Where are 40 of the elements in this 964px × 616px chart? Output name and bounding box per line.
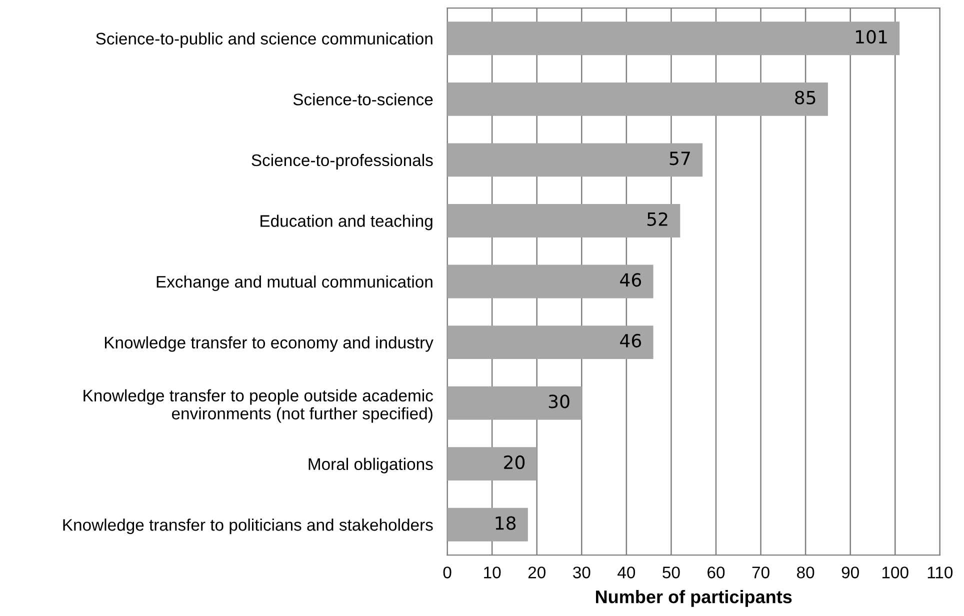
x-tick-label: 40	[618, 566, 636, 578]
y-tick-label: Knowledge transfer to politicians and stakeholders	[63, 518, 433, 534]
bar	[447, 204, 680, 238]
data-label: 30	[548, 394, 570, 408]
data-label: 20	[504, 455, 525, 470]
y-tick-label: Knowledge transfer to people outside academic environments (not further specified)	[84, 389, 433, 423]
bar	[447, 264, 654, 298]
data-label: 46	[620, 273, 642, 287]
x-tick-label: 100	[882, 566, 908, 578]
x-tick-label: 30	[573, 566, 590, 578]
x-tick-label: 20	[528, 566, 546, 578]
x-tick-label: 70	[752, 566, 770, 578]
y-tick-label: Science-to-public and science communication	[96, 32, 432, 48]
x-tick-label: 0	[443, 566, 452, 578]
bar	[447, 326, 654, 360]
bar	[447, 22, 900, 56]
y-tick-label: Moral obligations	[308, 458, 433, 474]
y-tick-label: Exchange and mutual communication	[156, 275, 432, 292]
data-label: 57	[670, 152, 690, 166]
data-label: 85	[795, 90, 816, 104]
data-label: 101	[856, 30, 887, 44]
y-tick-label: Science-to-professionals	[252, 154, 433, 170]
bar	[447, 447, 537, 481]
x-tick-label: 110	[928, 566, 953, 578]
y-tick-label: Education and teaching	[260, 214, 432, 230]
x-tick-label: 90	[842, 566, 859, 578]
x-axis-title: Number of participants	[596, 590, 792, 607]
y-tick-label: Knowledge transfer to economy and industry	[104, 336, 434, 352]
bar	[447, 386, 582, 420]
x-tick-label: 10	[484, 566, 501, 578]
y-tick-label: Science-to-science	[293, 93, 433, 106]
data-label: 52	[647, 212, 668, 226]
x-tick-label: 60	[708, 566, 725, 578]
bar	[447, 508, 528, 542]
bar	[447, 82, 828, 116]
data-label: 46	[620, 334, 642, 348]
x-tick-label: 50	[662, 566, 680, 578]
bar	[447, 143, 703, 177]
data-label: 18	[496, 516, 516, 530]
x-tick-label: 80	[797, 566, 814, 578]
